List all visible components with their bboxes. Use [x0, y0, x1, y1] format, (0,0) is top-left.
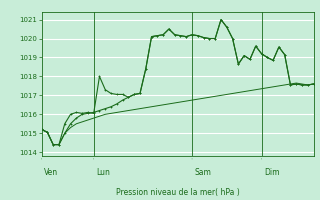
Text: Lun: Lun — [96, 168, 110, 177]
Text: Pression niveau de la mer( hPa ): Pression niveau de la mer( hPa ) — [116, 188, 239, 197]
Text: Ven: Ven — [44, 168, 59, 177]
Text: Sam: Sam — [195, 168, 212, 177]
Text: Dim: Dim — [264, 168, 280, 177]
